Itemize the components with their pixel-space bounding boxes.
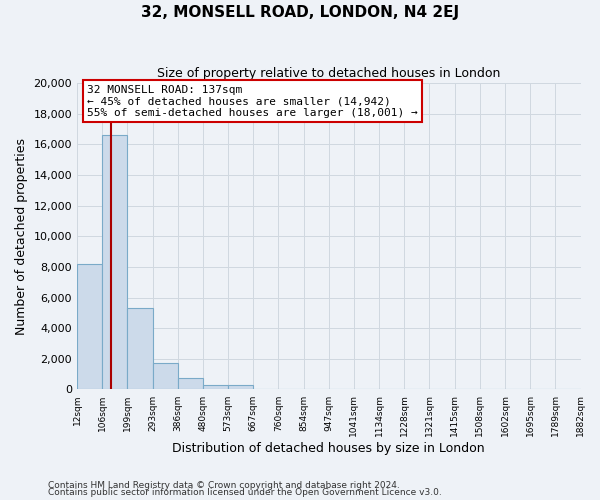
Text: 32 MONSELL ROAD: 137sqm
← 45% of detached houses are smaller (14,942)
55% of sem: 32 MONSELL ROAD: 137sqm ← 45% of detache… [87,84,418,118]
Bar [178,378,203,390]
Bar [228,385,253,390]
X-axis label: Distribution of detached houses by size in London: Distribution of detached houses by size … [172,442,485,455]
Text: Contains public sector information licensed under the Open Government Licence v3: Contains public sector information licen… [48,488,442,497]
Bar [102,135,127,390]
Text: 32, MONSELL ROAD, LONDON, N4 2EJ: 32, MONSELL ROAD, LONDON, N4 2EJ [141,5,459,20]
Title: Size of property relative to detached houses in London: Size of property relative to detached ho… [157,68,500,80]
Bar [127,308,152,390]
Y-axis label: Number of detached properties: Number of detached properties [15,138,28,335]
Bar [203,385,228,390]
Bar [77,264,102,390]
Bar [152,362,178,390]
Text: Contains HM Land Registry data © Crown copyright and database right 2024.: Contains HM Land Registry data © Crown c… [48,480,400,490]
